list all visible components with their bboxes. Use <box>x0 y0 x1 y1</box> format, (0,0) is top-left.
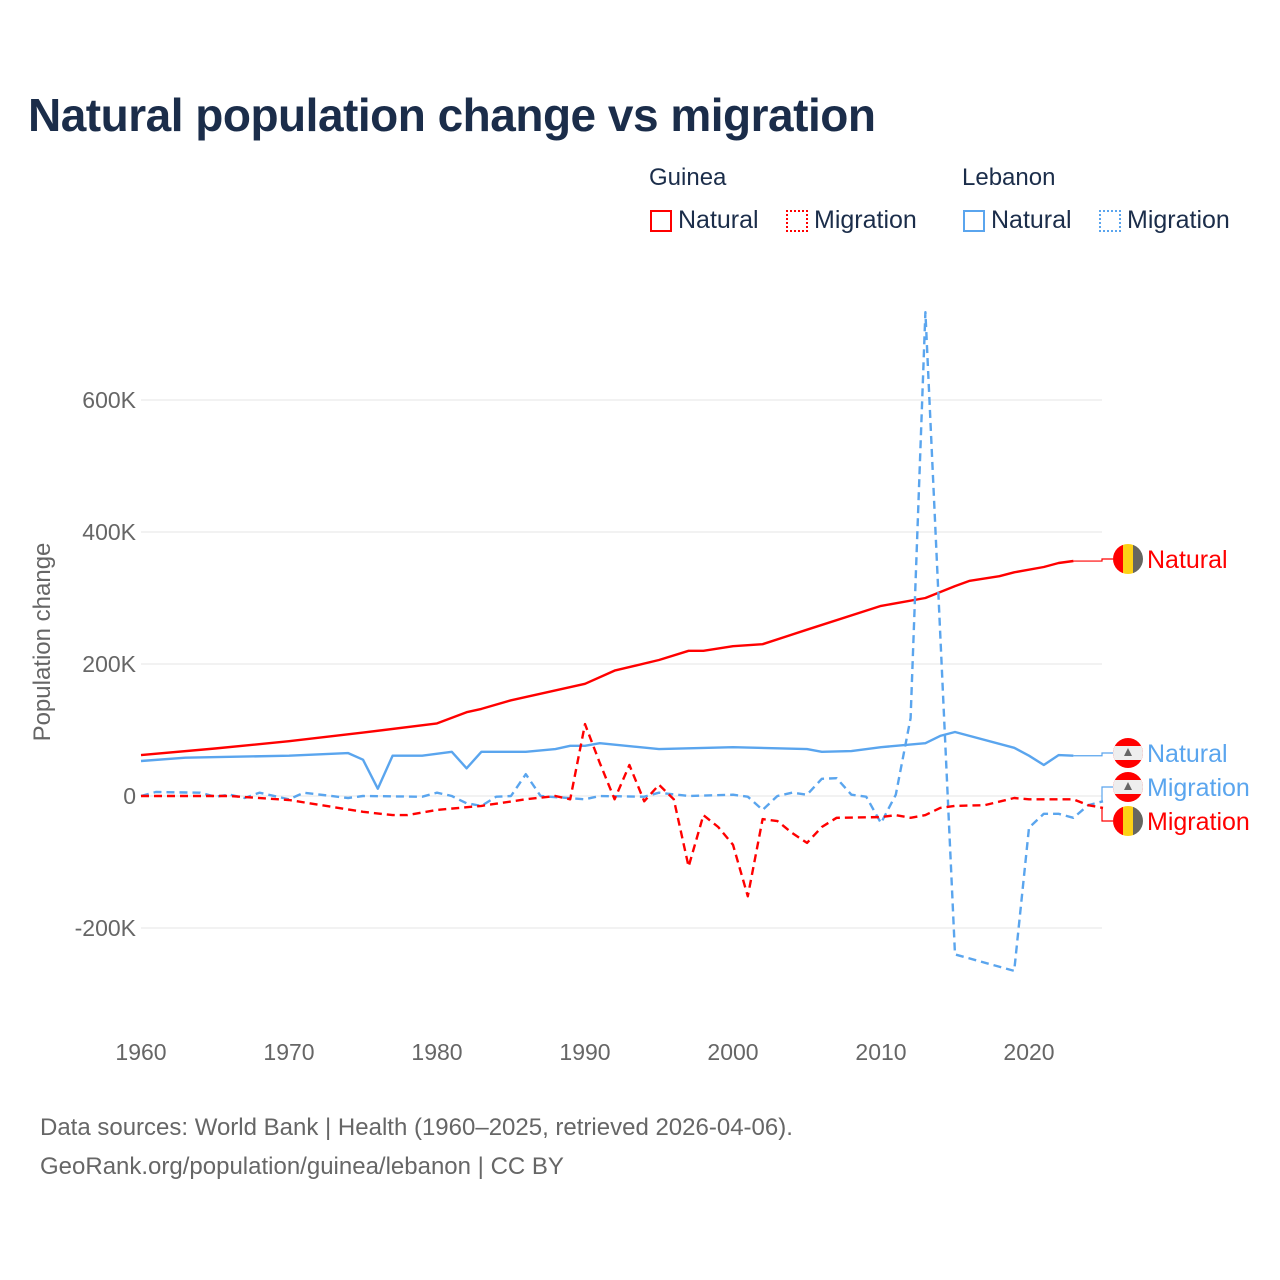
flag-stripe-green <box>1133 544 1143 574</box>
label-connector <box>1101 786 1113 802</box>
label-connector <box>1073 752 1113 757</box>
footer: Data sources: World Bank | Health (1960–… <box>40 1108 793 1186</box>
series-line-lebanon-natural <box>140 730 1074 790</box>
cedar-icon <box>1124 748 1132 756</box>
y-tick-label: 200K <box>82 651 136 677</box>
x-tick-label: 1980 <box>411 1039 462 1065</box>
legend-group-guinea: Guinea <box>649 164 727 191</box>
y-tick-label: -200K <box>75 915 137 941</box>
x-tick-label: 1960 <box>115 1039 166 1065</box>
legend-guinea-natural[interactable]: Natural <box>650 206 759 235</box>
series-line-guinea-natural <box>140 559 1074 757</box>
cedar-icon <box>1124 782 1132 790</box>
legend-group-lebanon: Lebanon <box>962 164 1056 191</box>
series-line-guinea-migration <box>141 722 1104 898</box>
end-label: Natural <box>1147 546 1228 574</box>
legend-label: Natural <box>991 206 1072 234</box>
x-tick-label: 2000 <box>707 1039 758 1065</box>
end-label: Migration <box>1147 808 1250 836</box>
legend-swatch-dotted-blue <box>1099 209 1121 232</box>
x-tick-label: 2010 <box>855 1039 906 1065</box>
end-label: Natural <box>1147 740 1228 768</box>
footer-sources: Data sources: World Bank | Health (1960–… <box>40 1114 793 1141</box>
lebanon-flag-icon <box>1113 738 1143 768</box>
flag-stripe-red <box>1113 544 1123 574</box>
legend-lebanon-migration[interactable]: Migration <box>1099 206 1230 235</box>
label-connector <box>1073 558 1113 562</box>
legend-swatch-dotted-red <box>786 209 808 232</box>
y-tick-label: 400K <box>82 519 136 545</box>
label-connector <box>1101 807 1113 822</box>
legend-swatch-solid-red <box>650 209 672 232</box>
y-tick-label: 600K <box>82 387 136 413</box>
legend-label: Natural <box>678 206 759 234</box>
end-label: Migration <box>1147 774 1250 802</box>
lebanon-flag-icon <box>1113 772 1143 802</box>
chart-title: Natural population change vs migration <box>28 89 876 141</box>
y-tick-label: 0 <box>123 783 136 809</box>
legend-guinea-migration[interactable]: Migration <box>786 206 917 235</box>
flag-stripe-yellow <box>1123 806 1133 836</box>
x-tick-label: 1970 <box>263 1039 314 1065</box>
x-tick-label: 2020 <box>1003 1039 1054 1065</box>
x-tick-label: 1990 <box>559 1039 610 1065</box>
guinea-flag-icon <box>1113 806 1143 836</box>
flag-stripe-yellow <box>1123 544 1133 574</box>
flag-stripe-green <box>1133 806 1143 836</box>
guinea-flag-icon <box>1113 544 1143 574</box>
series-line-lebanon-migration <box>140 311 1104 973</box>
footer-attribution[interactable]: GeoRank.org/population/guinea/lebanon | … <box>40 1153 564 1180</box>
y-axis-label: Population change <box>29 543 56 742</box>
flag-stripe-red <box>1113 806 1123 836</box>
legend-label: Migration <box>814 206 917 234</box>
legend-lebanon-natural[interactable]: Natural <box>963 206 1072 235</box>
legend-swatch-solid-blue <box>963 209 985 232</box>
legend-label: Migration <box>1127 206 1230 234</box>
